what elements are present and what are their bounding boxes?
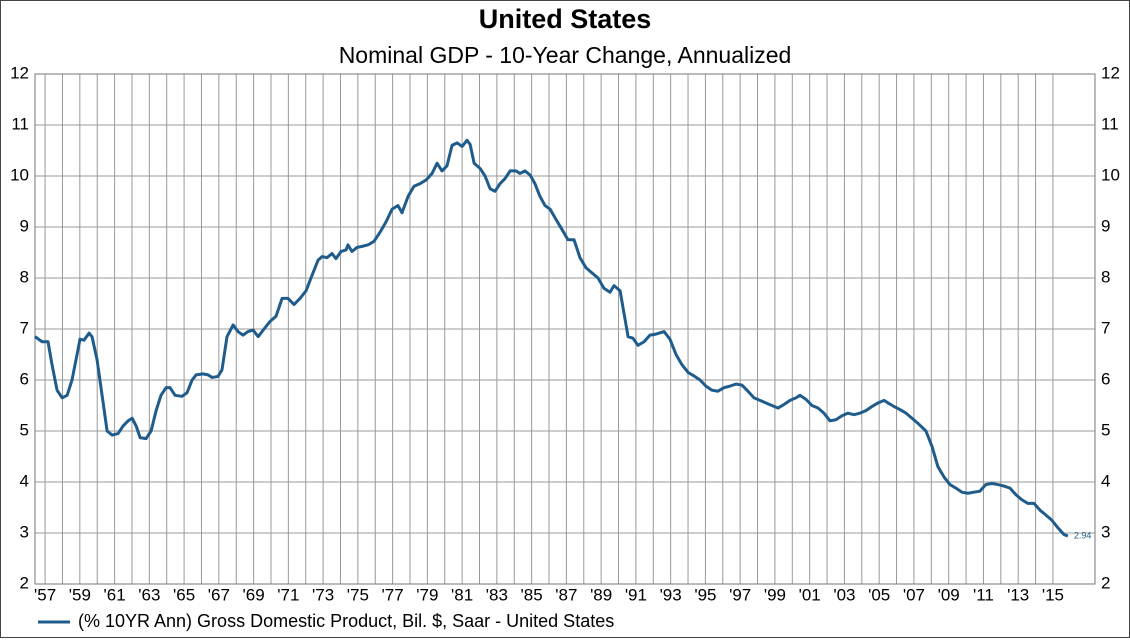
y-tick-label: 7 xyxy=(20,318,29,337)
y-tick-label: 8 xyxy=(20,267,29,286)
x-tick-label: '03 xyxy=(833,585,855,604)
y2-tick-label: 2 xyxy=(1101,573,1110,592)
y-tick-label: 4 xyxy=(20,471,29,490)
x-tick-label: '93 xyxy=(660,585,682,604)
x-tick-label: '79 xyxy=(416,585,438,604)
x-tick-label: '99 xyxy=(764,585,786,604)
legend-label: (% 10YR Ann) Gross Domestic Product, Bil… xyxy=(78,611,614,631)
x-tick-label: '77 xyxy=(382,585,404,604)
x-tick-label: '09 xyxy=(938,585,960,604)
x-tick-label: '73 xyxy=(312,585,334,604)
y2-tick-label: 6 xyxy=(1101,369,1110,388)
x-tick-label: '89 xyxy=(590,585,612,604)
y2-tick-label: 8 xyxy=(1101,267,1110,286)
x-tick-label: '67 xyxy=(208,585,230,604)
x-tick-label: '59 xyxy=(69,585,91,604)
x-tick-label: '87 xyxy=(555,585,577,604)
y2-tick-label: 4 xyxy=(1101,471,1110,490)
x-tick-label: '61 xyxy=(104,585,126,604)
x-tick-label: '85 xyxy=(521,585,543,604)
x-tick-label: '71 xyxy=(277,585,299,604)
y-tick-label: 5 xyxy=(20,420,29,439)
x-tick-label: '11 xyxy=(973,585,994,604)
chart-subtitle: Nominal GDP - 10-Year Change, Annualized xyxy=(339,42,792,68)
x-tick-label: '57 xyxy=(34,585,56,604)
y2-tick-label: 12 xyxy=(1101,63,1120,82)
x-tick-label: '15 xyxy=(1042,585,1064,604)
plot-border xyxy=(34,73,1096,585)
x-tick-label: '07 xyxy=(903,585,925,604)
x-tick-label: '69 xyxy=(243,585,265,604)
x-tick-label: '75 xyxy=(347,585,369,604)
y-tick-label: 3 xyxy=(20,522,29,541)
x-tick-label: '65 xyxy=(173,585,195,604)
x-tick-label: '13 xyxy=(1007,585,1029,604)
x-tick-label: '97 xyxy=(729,585,751,604)
y2-tick-label: 10 xyxy=(1101,165,1120,184)
x-tick-label: '01 xyxy=(799,585,821,604)
y2-tick-label: 7 xyxy=(1101,318,1110,337)
y2-tick-label: 5 xyxy=(1101,420,1110,439)
y2-tick-label: 3 xyxy=(1101,522,1110,541)
chart-title: United States xyxy=(479,4,652,34)
y-tick-label: 9 xyxy=(20,216,29,235)
x-tick-label: '91 xyxy=(625,585,647,604)
y2-tick-label: 11 xyxy=(1101,114,1119,133)
y-tick-label: 2 xyxy=(20,573,29,592)
y-tick-label: 11 xyxy=(11,114,29,133)
y-tick-label: 12 xyxy=(10,63,29,82)
x-tick-label: '63 xyxy=(138,585,160,604)
y-tick-label: 10 xyxy=(10,165,29,184)
y-tick-label: 6 xyxy=(20,369,29,388)
x-tick-label: '05 xyxy=(868,585,890,604)
x-tick-label: '81 xyxy=(451,585,473,604)
annotation: 2.94 xyxy=(1074,530,1092,540)
x-tick-label: '95 xyxy=(694,585,716,604)
y2-tick-label: 9 xyxy=(1101,216,1110,235)
x-tick-label: '83 xyxy=(486,585,508,604)
data-line xyxy=(34,138,1069,538)
